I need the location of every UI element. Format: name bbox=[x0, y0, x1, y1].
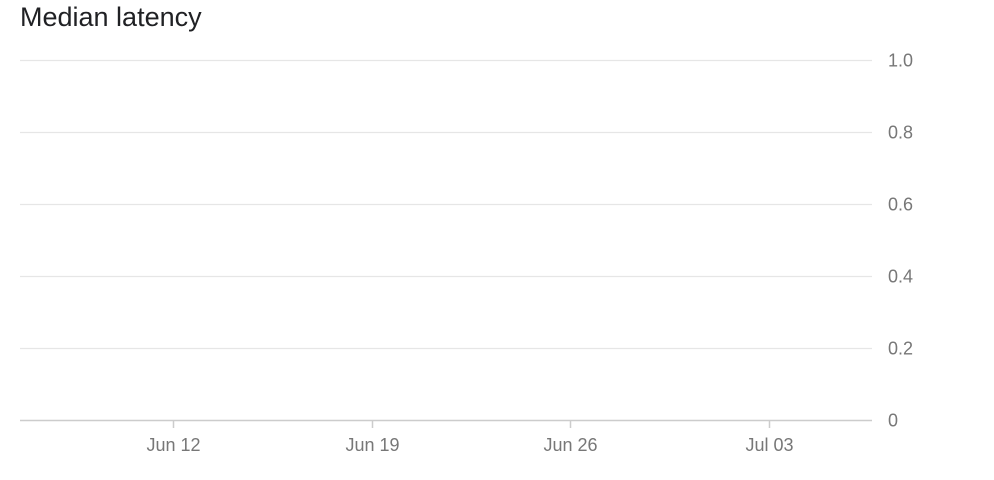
x-tick-label: Jul 03 bbox=[745, 435, 793, 455]
y-tick-label: 0.4 bbox=[888, 267, 913, 287]
x-axis-labels: Jun 12 Jun 19 Jun 26 Jul 03 bbox=[146, 435, 793, 455]
y-tick-label: 0.2 bbox=[888, 339, 913, 359]
y-tick-label: 0.8 bbox=[888, 123, 913, 143]
x-tick-label: Jun 19 bbox=[345, 435, 399, 455]
x-tick-label: Jun 12 bbox=[146, 435, 200, 455]
y-tick-label: 0.6 bbox=[888, 195, 913, 215]
x-axis bbox=[20, 419, 872, 428]
chart-title: Median latency bbox=[20, 2, 202, 32]
x-tick-label: Jun 26 bbox=[543, 435, 597, 455]
y-axis-labels: 0 0.2 0.4 0.6 0.8 1.0 bbox=[888, 51, 913, 431]
grid-layer bbox=[20, 59, 872, 350]
y-tick-label: 0 bbox=[888, 411, 898, 431]
y-tick-label: 1.0 bbox=[888, 51, 913, 71]
